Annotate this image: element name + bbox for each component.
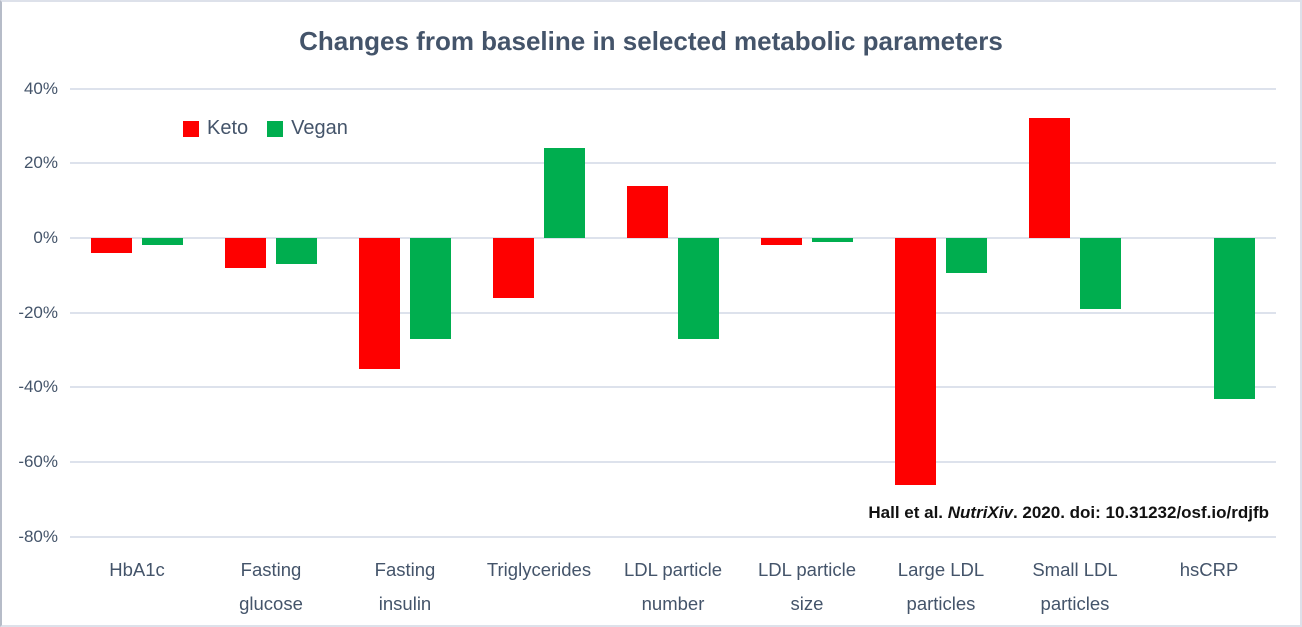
bar-vegan-large-ldl-particles	[946, 238, 987, 274]
x-category-label-fasting-glucose: Fasting glucose	[239, 559, 303, 615]
x-category-label-ldl-particle-size: LDL particle size	[757, 559, 857, 615]
bar-keto-small-ldl-particles	[1029, 118, 1070, 238]
bar-vegan-hba1c	[142, 238, 183, 246]
legend-item-keto: Keto	[183, 117, 248, 140]
bar-keto-hba1c	[91, 238, 132, 253]
x-category-label-ldl-particle-number: LDL particle number	[623, 559, 723, 615]
y-tick-label-20: -20%	[18, 302, 58, 322]
citation-journal: NutriXiv	[947, 503, 1013, 522]
legend: Keto Vegan	[183, 117, 348, 140]
bar-keto-ldl-particle-size	[761, 238, 802, 246]
x-category-label-fasting-insulin: Fasting insulin	[374, 559, 436, 615]
y-tick-label-40: 40%	[23, 78, 58, 98]
citation-text: Hall et al. NutriXiv. 2020. doi: 10.3123…	[868, 503, 1269, 523]
bar-keto-fasting-insulin	[359, 238, 400, 369]
gridline-y-20	[70, 311, 1276, 314]
bar-keto-ldl-particle-number	[627, 185, 668, 238]
x-category-label-triglycerides: Triglycerides	[486, 559, 592, 580]
bar-vegan-hscrp	[1214, 238, 1255, 399]
y-tick-label-20: 20%	[23, 153, 58, 173]
bar-keto-fasting-glucose	[225, 238, 266, 268]
gridline-y-60	[70, 461, 1276, 464]
y-tick-label-0: 0%	[33, 228, 58, 247]
chart-title: Changes from baseline in selected metabo…	[299, 26, 1003, 56]
legend-label-vegan: Vegan	[291, 117, 348, 139]
citation-prefix: Hall et al.	[868, 503, 948, 522]
citation-suffix: . 2020. doi: 10.31232/osf.io/rdjfb	[1012, 503, 1269, 522]
bar-vegan-ldl-particle-number	[678, 238, 719, 339]
y-tick-label-40: -40%	[18, 377, 58, 397]
x-category-label-large-ldl-particles: Large LDL particles	[897, 559, 985, 615]
bar-vegan-fasting-insulin	[410, 238, 451, 339]
legend-swatch-keto-icon	[183, 120, 199, 137]
gridline-y-40	[70, 386, 1276, 389]
x-category-label-hba1c: HbA1c	[109, 559, 165, 580]
x-category-label-small-ldl-particles: Small LDL particles	[1032, 559, 1118, 615]
gridline-y-20	[70, 162, 1276, 165]
y-tick-label-60: -60%	[18, 452, 58, 472]
x-category-label-hscrp: hsCRP	[1179, 559, 1239, 580]
bar-vegan-ldl-particle-size	[812, 238, 853, 242]
gridline-y-40	[70, 87, 1276, 90]
bar-vegan-triglycerides	[544, 148, 585, 238]
legend-swatch-vegan-icon	[267, 120, 284, 137]
bar-vegan-fasting-glucose	[276, 238, 317, 265]
gridline-y-80	[70, 535, 1276, 538]
legend-item-vegan: Vegan	[267, 117, 348, 140]
legend-label-keto: Keto	[207, 117, 249, 139]
bar-keto-large-ldl-particles	[895, 238, 936, 485]
bar-vegan-small-ldl-particles	[1080, 238, 1121, 309]
gridline-y-0	[70, 237, 1276, 239]
bar-keto-triglycerides	[493, 238, 534, 298]
y-tick-label-80: -80%	[18, 526, 58, 546]
